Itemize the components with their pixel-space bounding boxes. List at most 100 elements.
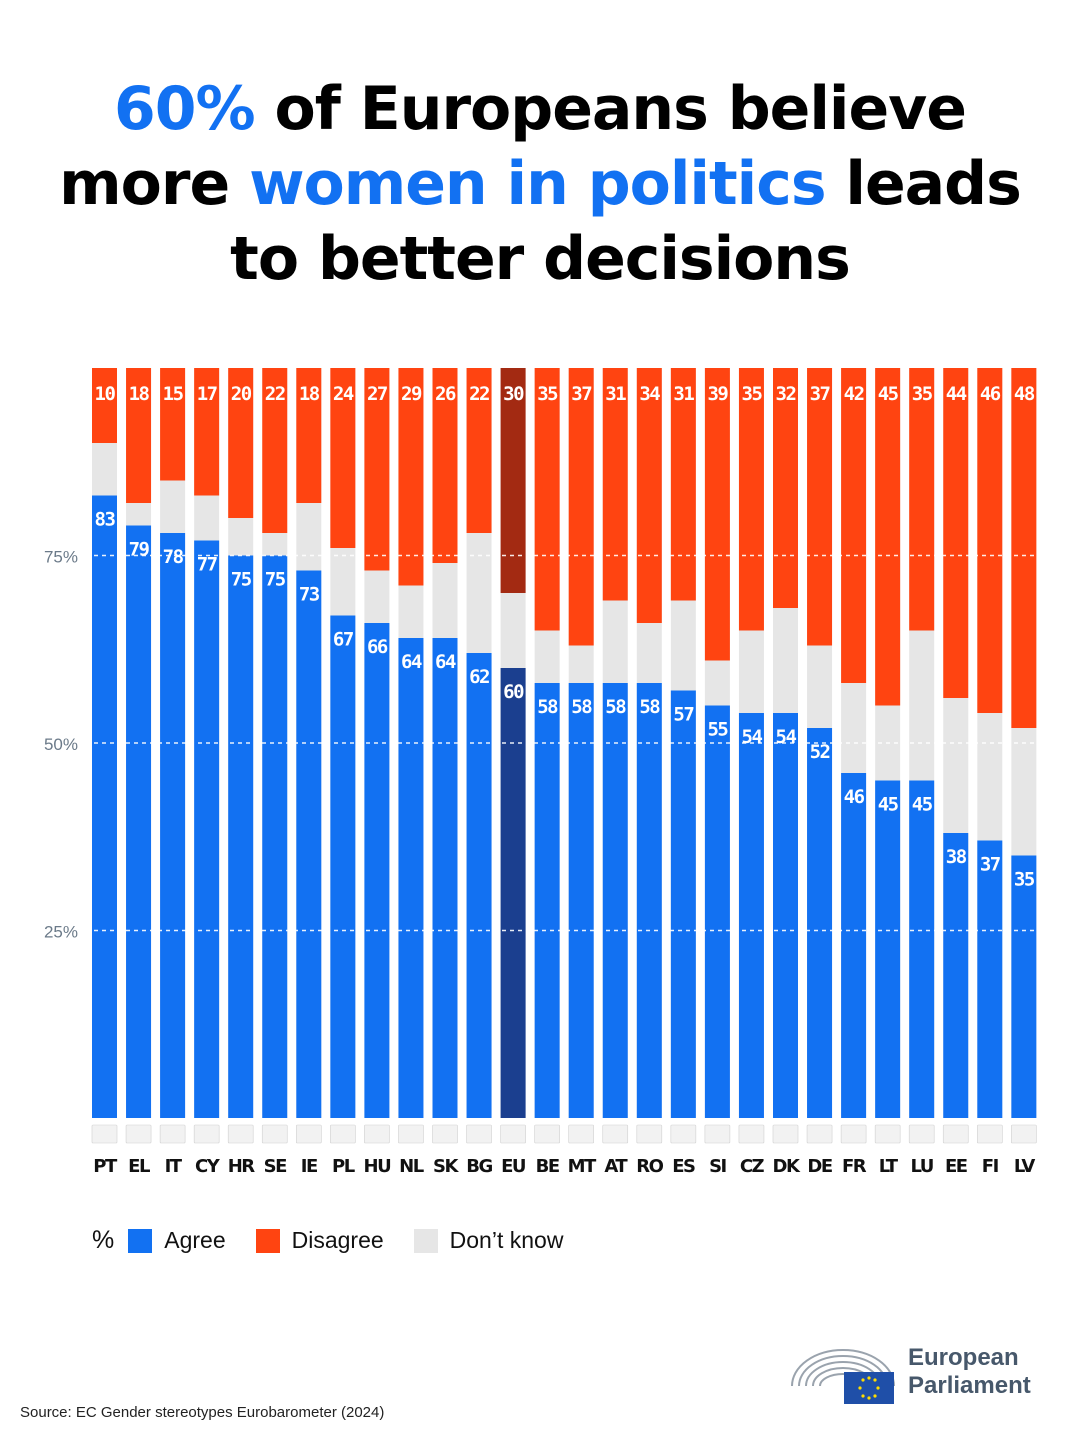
- category-label-HR: HR: [228, 1156, 256, 1177]
- flag-BG: [466, 1124, 492, 1144]
- label-disagree-SK: 26: [435, 383, 456, 405]
- flag-PT: [91, 1124, 118, 1144]
- label-disagree-DE: 37: [810, 383, 831, 405]
- category-label-CZ: CZ: [740, 1156, 765, 1177]
- label-agree-DK: 54: [776, 726, 797, 748]
- legend-unit: %: [92, 1226, 115, 1254]
- label-agree-NL: 64: [401, 651, 422, 673]
- category-label-FI: FI: [982, 1156, 999, 1177]
- title-highlight-percent: 60%: [114, 74, 256, 144]
- bar-agree-LV: [1011, 855, 1037, 1118]
- flag-LU: [908, 1124, 935, 1144]
- category-label-EL: EL: [128, 1156, 150, 1177]
- label-agree-EE: 38: [946, 846, 967, 868]
- label-agree-PT: 83: [95, 509, 116, 531]
- flag-EL: [125, 1124, 152, 1144]
- title-line-1: 60% of Europeans believe: [0, 72, 1080, 147]
- category-label-HU: HU: [364, 1156, 391, 1177]
- legend-label-dont-know: Don’t know: [449, 1227, 564, 1253]
- label-agree-HU: 66: [367, 636, 388, 658]
- bar-agree-IE: [296, 570, 322, 1118]
- flag-PL: [330, 1124, 356, 1144]
- bar-agree-CY: [194, 540, 220, 1118]
- label-disagree-RO: 34: [639, 383, 660, 405]
- bar-agree-LT: [875, 780, 901, 1118]
- bar-disagree-SE: [262, 368, 288, 533]
- category-label-SE: SE: [264, 1156, 286, 1177]
- label-disagree-PL: 24: [333, 383, 354, 405]
- category-label-PT: PT: [93, 1156, 118, 1177]
- legend-label-disagree: Disagree: [291, 1227, 384, 1253]
- label-agree-LV: 35: [1014, 869, 1035, 891]
- label-disagree-LT: 45: [878, 383, 899, 405]
- label-agree-DE: 52: [810, 741, 830, 763]
- category-label-AT: AT: [604, 1156, 628, 1177]
- category-label-DE: DE: [807, 1156, 831, 1177]
- title-highlight-phrase: women in politics: [249, 149, 826, 219]
- category-label-LT: LT: [879, 1156, 899, 1177]
- legend-item-agree: Agree: [128, 1227, 226, 1254]
- label-agree-HR: 75: [231, 569, 252, 591]
- label-disagree-SI: 39: [707, 383, 728, 405]
- flag-AT: [602, 1124, 629, 1144]
- label-disagree-IE: 18: [299, 383, 320, 405]
- title-text-2a: more: [59, 149, 250, 219]
- label-agree-IE: 73: [299, 584, 320, 606]
- flag-ES: [670, 1124, 697, 1144]
- source-note: Source: EC Gender stereotypes Eurobarome…: [20, 1404, 385, 1421]
- bar-disagree-FR: [841, 368, 867, 683]
- bar-disagree-ES: [670, 368, 696, 601]
- label-agree-EL: 79: [129, 539, 150, 561]
- label-disagree-EU: 30: [503, 383, 524, 405]
- bar-agree-AT: [602, 683, 628, 1118]
- bar-disagree-BG: [466, 368, 492, 533]
- label-disagree-IT: 15: [163, 383, 184, 405]
- label-agree-BE: 58: [537, 696, 558, 718]
- category-label-CY: CY: [195, 1156, 221, 1177]
- bar-disagree-MT: [568, 368, 594, 646]
- category-label-ES: ES: [672, 1156, 695, 1177]
- flag-NL: [398, 1124, 424, 1144]
- bar-agree-SI: [704, 705, 730, 1118]
- flag-MT: [568, 1124, 595, 1144]
- category-label-SI: SI: [709, 1156, 726, 1177]
- label-agree-LU: 45: [912, 794, 933, 816]
- title-text-1: of Europeans believe: [254, 74, 967, 144]
- flag-EU: [500, 1124, 526, 1144]
- flag-SK: [432, 1124, 458, 1144]
- label-agree-ES: 57: [673, 704, 694, 726]
- bar-disagree-FI: [977, 368, 1003, 713]
- flag-LV: [1011, 1124, 1037, 1144]
- flag-CZ: [738, 1124, 765, 1144]
- category-label-MT: MT: [568, 1156, 597, 1177]
- flag-FR: [840, 1124, 867, 1144]
- legend-item-dont-know: Don’t know: [413, 1227, 564, 1254]
- bar-agree-MT: [568, 683, 594, 1118]
- bar-agree-HU: [364, 623, 390, 1118]
- title-text-2b: leads: [825, 149, 1021, 219]
- label-disagree-CY: 17: [197, 383, 218, 405]
- flag-DK: [772, 1124, 799, 1144]
- bar-disagree-EL: [126, 368, 152, 503]
- bar-agree-BG: [466, 653, 492, 1118]
- y-tick-75: 75%: [44, 548, 78, 567]
- bar-agree-PT: [92, 495, 117, 1118]
- bar-disagree-IT: [160, 368, 186, 481]
- bar-agree-BE: [534, 683, 560, 1118]
- logo-text: European Parliament: [908, 1344, 1031, 1400]
- label-disagree-BE: 35: [537, 383, 558, 405]
- bar-agree-EU: [500, 668, 526, 1118]
- logo-line-2: Parliament: [908, 1372, 1031, 1399]
- label-agree-AT: 58: [605, 696, 626, 718]
- label-disagree-LU: 35: [912, 383, 933, 405]
- bar-disagree-SK: [432, 368, 458, 563]
- flag-SE: [261, 1124, 288, 1144]
- label-agree-RO: 58: [639, 696, 660, 718]
- bar-agree-NL: [398, 638, 424, 1118]
- category-label-BG: BG: [466, 1156, 492, 1177]
- label-disagree-AT: 31: [605, 383, 626, 405]
- bar-disagree-LU: [909, 368, 935, 631]
- category-label-BE: BE: [536, 1156, 559, 1177]
- bar-agree-RO: [636, 683, 662, 1118]
- bar-disagree-LT: [875, 368, 901, 706]
